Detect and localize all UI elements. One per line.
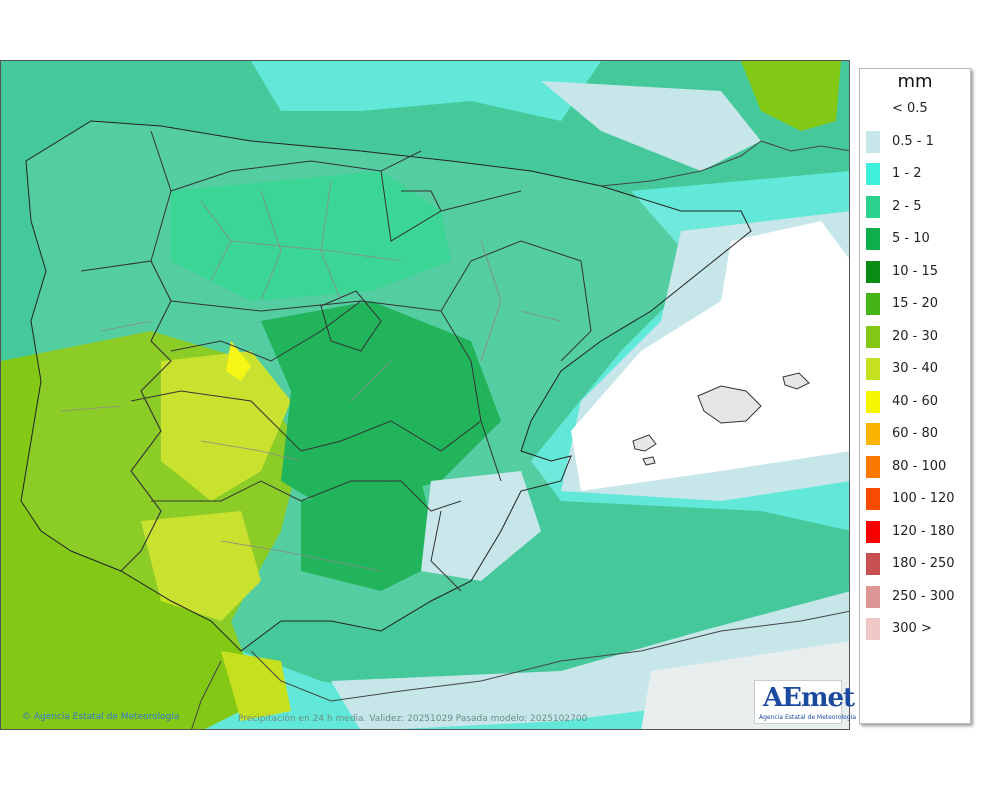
legend-label: 60 - 80	[892, 426, 939, 441]
legend-swatch	[866, 488, 880, 510]
mallorca	[697, 385, 762, 424]
north-africa-coast	[250, 610, 849, 702]
field-5-10-center	[261, 301, 501, 511]
legend-item: 0.5 - 1	[864, 128, 968, 154]
legend-item: 15 - 20	[864, 290, 968, 316]
legend-item: 5 - 10	[864, 225, 968, 251]
legend-label: 250 - 300	[892, 588, 955, 604]
legend-item: 120 - 180	[864, 518, 968, 544]
legend-swatch	[866, 293, 880, 315]
legend-item: 300 >	[864, 615, 968, 641]
morocco-atlantic-coast	[191, 660, 222, 729]
province-borders	[60, 180, 562, 572]
field-05-1-northeast	[541, 81, 761, 171]
legend-item: 2 - 5	[864, 193, 968, 219]
legend-item: 40 - 60	[864, 388, 968, 414]
field-2-5-north	[171, 171, 451, 301]
legend-swatch	[866, 390, 880, 413]
legend-item: 60 - 80	[864, 420, 968, 446]
field-40-60	[226, 341, 251, 381]
legend: mm < 0.5 0.5 - 1 1 - 2 2 - 5 5 - 10 10 - 15 15…	[859, 68, 971, 724]
legend-label: 2 - 5	[892, 198, 922, 214]
legend-item: 100 - 120	[864, 485, 968, 511]
legend-label: 10 - 15	[892, 263, 939, 279]
legend-swatch	[866, 423, 880, 445]
logo-text: AEmet	[763, 683, 855, 713]
legend-item: 10 - 15	[864, 258, 968, 284]
legend-item: 250 - 300	[864, 583, 968, 609]
ibiza	[632, 434, 657, 452]
portugal-border	[80, 260, 172, 572]
legend-label: 100 - 120	[892, 491, 955, 506]
legend-item: 80 - 100	[864, 453, 968, 479]
map-canvas	[1, 61, 849, 729]
legend-label: 80 - 100	[892, 458, 947, 474]
legend-label: 40 - 60	[892, 393, 939, 409]
field-1-2-north	[251, 61, 601, 121]
map-credit: © Agencia Estatal de Meteorología	[22, 712, 180, 722]
legend-swatch	[866, 228, 880, 250]
legend-label: 20 - 30	[892, 328, 939, 344]
legend-item: < 0.5	[864, 95, 968, 121]
legend-label: < 0.5	[892, 101, 928, 116]
legend-label: 15 - 20	[892, 296, 939, 311]
legend-swatch	[866, 195, 880, 218]
legend-swatch	[866, 455, 880, 478]
field-05-1-murcia	[421, 471, 541, 581]
field-5-10-southeast	[301, 481, 441, 591]
menorca	[782, 372, 810, 390]
legend-swatch	[866, 260, 880, 283]
legend-title: mm	[897, 71, 933, 92]
legend-label: 120 - 180	[892, 523, 955, 539]
peninsula-outline	[20, 120, 752, 652]
field-30-40-south	[141, 511, 261, 621]
legend-swatch	[866, 325, 880, 348]
legend-label: 1 - 2	[892, 166, 922, 181]
logo-subtitle: Agencia Estatal de Meteorología	[759, 714, 856, 721]
aemet-logo: AEmet Agencia Estatal de Meteorología	[754, 680, 856, 724]
legend-swatch	[866, 130, 880, 153]
legend-swatch	[866, 163, 880, 185]
legend-item: 180 - 250	[864, 550, 968, 576]
legend-label: 300 >	[892, 621, 932, 636]
legend-swatch	[866, 358, 880, 380]
field-30-40-gibraltar	[221, 651, 291, 721]
legend-label: 180 - 250	[892, 556, 955, 571]
legend-swatch	[866, 585, 880, 608]
legend-label: 0.5 - 1	[892, 133, 934, 149]
precipitation-map[interactable]	[0, 60, 850, 730]
field-dry-balearic	[571, 221, 849, 491]
legend-item: 1 - 2	[864, 160, 968, 186]
legend-swatch	[866, 618, 880, 640]
legend-swatch	[866, 553, 880, 575]
formentera	[642, 456, 656, 466]
legend-label: 5 - 10	[892, 231, 930, 246]
regional-borders	[130, 130, 592, 592]
legend-label: 30 - 40	[892, 361, 939, 376]
field-30-40-center	[161, 351, 291, 501]
map-caption: Precipitación en 24 h media. Validez: 20…	[238, 714, 588, 724]
field-20-30-north	[741, 61, 841, 131]
legend-swatch	[866, 520, 880, 543]
legend-item: 20 - 30	[864, 323, 968, 349]
legend-item: 30 - 40	[864, 355, 968, 381]
france-coast	[600, 140, 849, 187]
